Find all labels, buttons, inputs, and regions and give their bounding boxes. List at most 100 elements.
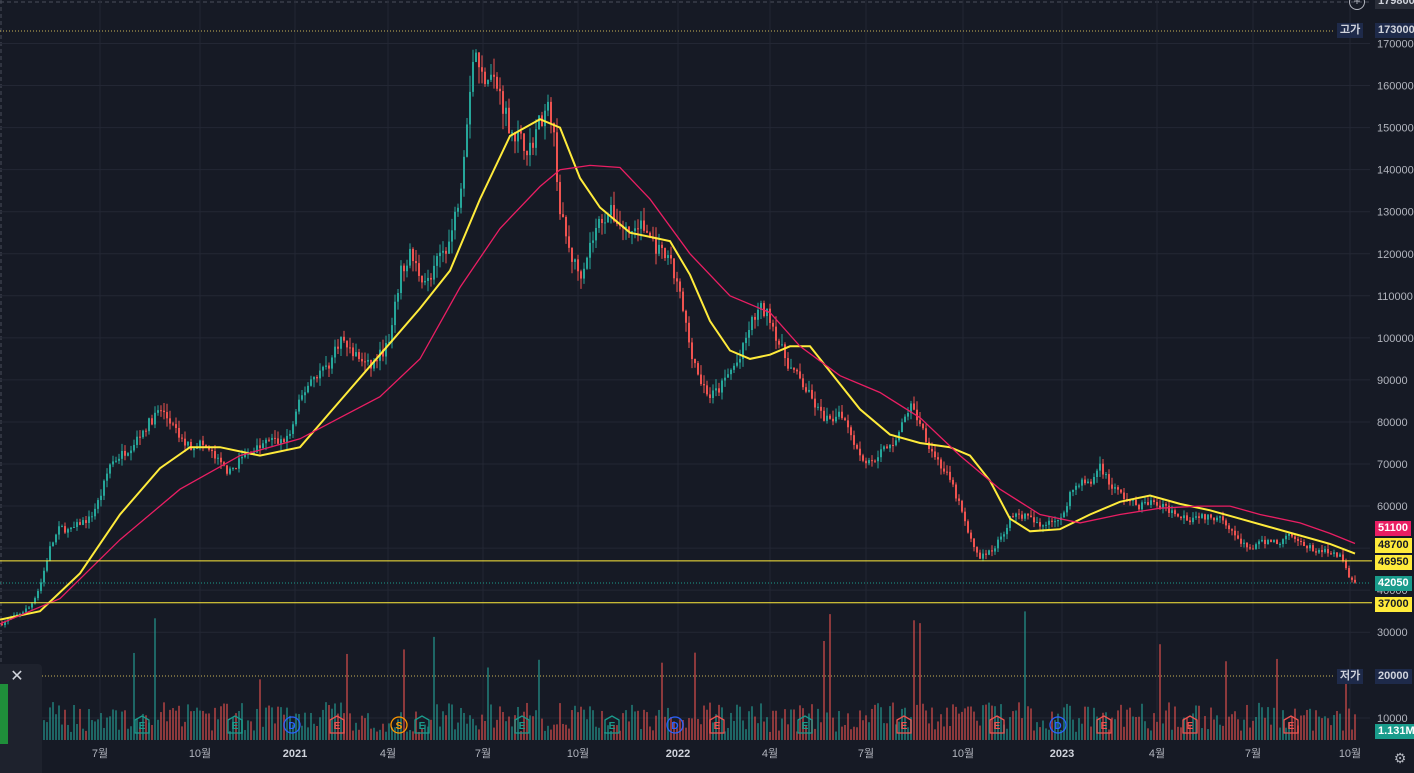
volume-bar (559, 703, 561, 740)
candle-body (193, 448, 195, 451)
volume-bar (259, 679, 261, 740)
event-marker-e-icon[interactable]: E (227, 715, 243, 734)
candle-body (1018, 513, 1020, 515)
candle-body (1075, 485, 1077, 490)
volume-bar (451, 704, 453, 740)
candle-body (373, 360, 375, 369)
candle-body (1045, 524, 1047, 526)
event-marker-e-icon[interactable]: E (414, 715, 430, 734)
volume-bar (1129, 707, 1131, 740)
event-marker-e-icon[interactable]: E (896, 715, 912, 734)
volume-bar (1222, 725, 1224, 740)
volume-bar (643, 709, 645, 740)
volume-bar (1072, 719, 1074, 740)
volume-bar (1201, 728, 1203, 740)
candle-body (820, 406, 822, 411)
volume-bar (1033, 730, 1035, 740)
candle-body (166, 412, 168, 419)
candle-body (1249, 547, 1251, 549)
event-marker-e-icon[interactable]: E (709, 715, 725, 734)
volume-bar (1114, 719, 1116, 740)
volume-bar (406, 731, 408, 740)
volume-bar (331, 708, 333, 740)
x-tick-label: 10월 (189, 747, 211, 760)
widget-thumbnail[interactable] (0, 684, 8, 744)
candle-body (628, 226, 630, 232)
side-widget-panel[interactable]: ✕ (0, 664, 42, 773)
candle-body (451, 230, 453, 242)
event-marker-e-icon[interactable]: E (134, 715, 150, 734)
candle-body (856, 444, 858, 449)
price-axis[interactable]: 170000 160000 150000 140000 130000 120000 1100… (1377, 39, 1414, 726)
candle-body (322, 366, 324, 371)
volume-bar (739, 706, 741, 740)
volume-bar (1126, 709, 1128, 740)
event-marker-e-icon[interactable]: E (1096, 715, 1112, 734)
y-tick-label: 60000 (1377, 501, 1408, 513)
event-marker-e-icon[interactable]: E (329, 715, 345, 734)
event-marker-e-icon[interactable]: E (989, 715, 1005, 734)
candle-body (1201, 514, 1203, 518)
volume-bar (862, 720, 864, 740)
volume-bar (421, 728, 423, 740)
candle-body (907, 413, 909, 417)
candle-body (655, 238, 657, 254)
candle-body (202, 440, 204, 446)
volume-bar (583, 709, 585, 740)
candle-body (889, 445, 891, 449)
candle-body (580, 271, 582, 279)
volume-bar (625, 710, 627, 740)
candle-body (214, 451, 216, 459)
candle-body (313, 377, 315, 380)
candle-body (1291, 533, 1293, 537)
close-icon[interactable]: ✕ (10, 668, 24, 685)
volume-bar (361, 715, 363, 740)
volume-bar (1000, 704, 1002, 740)
event-marker-e-icon[interactable]: E (604, 715, 620, 734)
candle-body (1312, 545, 1314, 552)
event-marker-d-icon[interactable]: D (666, 716, 684, 734)
event-marker-e-icon[interactable]: E (797, 715, 813, 734)
candle-body (298, 399, 300, 412)
candle-body (400, 265, 402, 294)
event-marker-e-icon[interactable]: E (514, 715, 530, 734)
candle-body (637, 228, 639, 230)
candle-body (1102, 463, 1104, 475)
volume-bar (733, 720, 735, 740)
candle-body (700, 374, 702, 385)
volume-bar (751, 706, 753, 740)
hline-lower-tag: 37000 (1375, 597, 1412, 612)
event-marker-d-icon[interactable]: D (283, 716, 301, 734)
volume-bar (661, 662, 663, 740)
candle-body (385, 342, 387, 357)
event-marker-d-icon[interactable]: D (1049, 716, 1067, 734)
settings-gear-icon[interactable]: ⚙ (1393, 750, 1407, 766)
candle-body (1297, 538, 1299, 541)
candle-body (1222, 516, 1224, 521)
candle-body (454, 211, 456, 231)
volume-bar (1225, 661, 1227, 740)
event-marker-e-icon[interactable]: E (1283, 715, 1299, 734)
volume-bar (397, 719, 399, 740)
volume-bar (1147, 728, 1149, 740)
volume-bar (1078, 718, 1080, 740)
volume-bar (1336, 710, 1338, 740)
volume-bar (1138, 716, 1140, 740)
volume-bar (487, 667, 489, 740)
candle-body (703, 384, 705, 386)
volume-bar (424, 724, 426, 740)
volume-bar (472, 718, 474, 740)
event-marker-e-icon[interactable]: E (1182, 715, 1198, 734)
volume-bar (976, 720, 978, 740)
candle-body (1216, 517, 1218, 521)
volume-bar (478, 729, 480, 740)
candle-body (190, 441, 192, 451)
volume-bar (697, 718, 699, 740)
time-axis[interactable]: 7월 10월 2021 4월 7월 10월 2022 4월 7월 10월 2023 4월 7월 10월 (0, 740, 1414, 773)
candle-body (1231, 529, 1233, 531)
event-marker-s-icon[interactable]: S (390, 716, 408, 734)
candle-body (46, 560, 48, 571)
candle-body (808, 389, 810, 392)
